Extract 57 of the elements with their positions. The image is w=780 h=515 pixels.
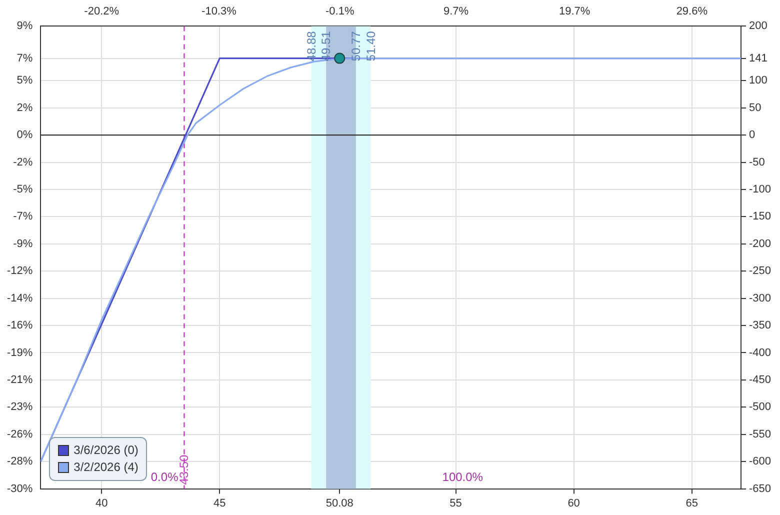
- y-tick-label: -16%: [6, 320, 33, 332]
- annotation: 48.88: [304, 30, 318, 62]
- y-tick-label: 9%: [16, 20, 33, 32]
- y2-tick-label: -150: [748, 210, 772, 223]
- y2-tick-label: 200: [748, 20, 768, 32]
- annotation: 100.0%: [442, 470, 484, 484]
- y2-tick-label: -350: [748, 320, 772, 332]
- annotation: 51.40: [364, 30, 378, 62]
- x-tick-label: 45: [214, 497, 226, 510]
- annotation: 0.0%: [150, 470, 179, 484]
- y-tick-label: 7%: [16, 52, 33, 64]
- y2-tick-label: -300: [748, 292, 772, 304]
- annotation: 49.51: [319, 30, 334, 62]
- x-tick-label: 55: [450, 497, 462, 510]
- y-tick-label: -28%: [6, 456, 33, 468]
- y-tick-label: -14%: [6, 292, 33, 304]
- y-tick-label: -9%: [13, 238, 33, 250]
- y-tick-label: -7%: [13, 210, 33, 223]
- x-tick-label: 50.08: [326, 497, 354, 510]
- y2-tick-label: 0: [748, 129, 756, 142]
- x-tick-label: 40: [95, 497, 108, 510]
- y2-tick-label: -50: [748, 156, 765, 168]
- y-tick-label: -19%: [6, 346, 33, 359]
- y2-tick-label: -500: [748, 401, 772, 414]
- legend-label: 3/2/2026 (4): [74, 458, 138, 476]
- y-tick-label: -23%: [6, 401, 33, 414]
- y-tick-label: -2%: [13, 156, 33, 168]
- y-tick-label: -5%: [13, 183, 33, 196]
- x2-tick-label: -0.1%: [325, 6, 354, 18]
- y2-tick-label: -550: [748, 428, 772, 440]
- y2-tick-label: 100: [748, 74, 768, 87]
- y-tick-label: 2%: [16, 102, 33, 114]
- annotation: 50.77: [348, 30, 363, 62]
- y-tick-label: -26%: [6, 428, 33, 440]
- x2-tick-label: 19.7%: [558, 6, 590, 18]
- y2-tick-label: 50: [748, 102, 762, 114]
- y-tick-label: 5%: [16, 74, 33, 87]
- y2-tick-label: -450: [748, 374, 772, 386]
- y2-tick-label: -250: [748, 265, 772, 278]
- y-tick-label: 0%: [16, 129, 33, 142]
- y2-tick-label: -400: [748, 346, 772, 359]
- x2-tick-label: 9.7%: [443, 6, 469, 18]
- y2-tick-label: 141: [748, 52, 768, 64]
- y2-tick-label: -100: [748, 184, 772, 196]
- y2-tick-label: -200: [748, 238, 772, 250]
- x2-tick-label: 29.6%: [676, 6, 708, 18]
- y-tick-label: -12%: [6, 265, 33, 278]
- y-tick-label: -21%: [6, 374, 33, 386]
- y2-tick-label: -600: [748, 456, 772, 468]
- x-tick-label: 60: [568, 497, 580, 510]
- x2-tick-label: -20.2%: [84, 6, 120, 18]
- x-tick-label: 65: [686, 497, 698, 510]
- x2-tick-label: -10.3%: [202, 6, 237, 18]
- y2-tick-label: -650: [748, 482, 772, 495]
- legend-label: 3/6/2026 (0): [74, 442, 138, 459]
- ref-line-label: 43.50: [177, 454, 192, 485]
- y-tick-label: -30%: [6, 482, 33, 495]
